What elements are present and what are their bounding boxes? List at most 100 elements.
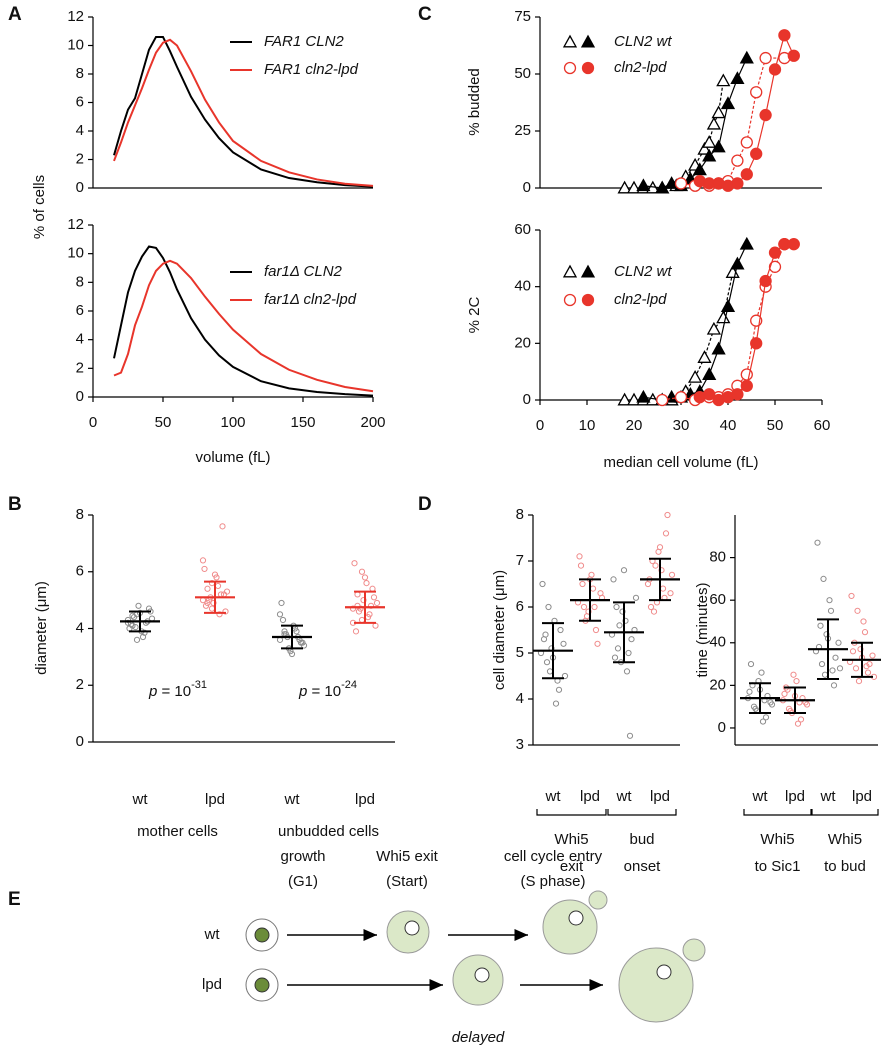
legend-swatch: [562, 34, 578, 48]
marker: [750, 86, 763, 99]
x-tick-label: 20: [626, 417, 643, 434]
y-tick-label: 0: [76, 733, 84, 750]
point: [130, 614, 138, 621]
point: [592, 626, 600, 634]
y-tick-label: 2: [76, 676, 84, 693]
point: [555, 686, 563, 693]
marker: [692, 162, 707, 176]
point: [354, 602, 361, 609]
marker: [740, 136, 753, 149]
nucleus: [568, 910, 584, 926]
category-label: lpd: [580, 788, 600, 805]
point: [199, 557, 207, 564]
p-text: = 10: [157, 683, 191, 700]
point: [204, 585, 211, 592]
category-label: wt: [616, 788, 633, 805]
point: [279, 616, 287, 624]
panel-label: E: [8, 889, 21, 910]
y-tick-label: 8: [76, 65, 84, 82]
y-tick-label: 8: [516, 506, 524, 523]
point: [543, 659, 551, 666]
x-axis-label: median cell volume (fL): [603, 454, 758, 471]
panel-label: A: [8, 4, 22, 25]
marker: [787, 49, 800, 62]
point: [658, 567, 665, 574]
point: [211, 571, 219, 578]
category-label: wt: [284, 791, 301, 808]
y-tick-label: 4: [516, 690, 524, 707]
legend-swatch: [563, 293, 577, 307]
point: [817, 622, 824, 629]
marker: [731, 177, 744, 190]
point: [278, 599, 285, 607]
marker: [674, 177, 688, 190]
point: [864, 669, 872, 676]
point: [560, 640, 567, 647]
legend-swatch: [563, 61, 577, 75]
y-tick-label: 0: [523, 179, 531, 196]
y-tick-label: 0: [76, 388, 84, 405]
point: [836, 665, 844, 672]
point: [366, 611, 373, 618]
bracket: [811, 809, 879, 816]
marker: [731, 154, 744, 167]
p-exponent: -24: [341, 679, 357, 691]
y-tick-label: 6: [76, 302, 84, 319]
point: [762, 714, 770, 721]
point: [124, 619, 132, 626]
category-label: lpd: [205, 791, 225, 808]
x-tick-label: 100: [220, 414, 245, 431]
x-tick-label: 60: [814, 417, 831, 434]
category-label: lpd: [650, 788, 670, 805]
cell: [542, 899, 598, 955]
marker: [759, 274, 772, 288]
marker: [617, 392, 632, 406]
point: [293, 628, 300, 635]
x-tick-label: 50: [155, 414, 172, 431]
nucleus: [254, 977, 270, 993]
marker: [716, 73, 731, 87]
p-exponent: -31: [191, 679, 207, 691]
point: [222, 608, 229, 615]
point: [647, 603, 655, 611]
point: [664, 511, 671, 519]
marker: [617, 180, 632, 194]
point: [288, 650, 296, 658]
legend-swatch: [581, 61, 595, 75]
point: [276, 611, 284, 618]
y-tick-label: 0: [718, 719, 726, 736]
legend-swatch: [580, 264, 596, 278]
point: [352, 628, 360, 635]
x-tick-label: 40: [720, 417, 737, 434]
y-tick-label: 2: [76, 359, 84, 376]
point: [869, 652, 876, 659]
nucleus: [254, 927, 270, 943]
marker: [716, 310, 731, 324]
point: [216, 611, 223, 618]
point: [829, 667, 836, 674]
x-tick-label: 0: [89, 414, 97, 431]
marker: [636, 389, 651, 403]
point: [369, 585, 376, 592]
marker: [787, 238, 800, 251]
nucleus: [656, 964, 672, 980]
point: [585, 608, 592, 615]
point: [827, 607, 835, 614]
marker: [706, 321, 722, 335]
x-tick-label: 150: [290, 414, 315, 431]
point: [358, 616, 366, 624]
category-label: wt: [132, 791, 149, 808]
point: [545, 603, 552, 611]
marker: [706, 116, 722, 130]
y-axis-label: time (minutes): [694, 582, 711, 677]
x-tick-label: 50: [767, 417, 784, 434]
y-tick-label: 4: [76, 331, 84, 348]
marker: [664, 176, 679, 189]
marker: [656, 393, 669, 407]
point: [793, 678, 800, 685]
category-label: wt: [545, 788, 562, 805]
marker: [697, 141, 712, 155]
point: [768, 701, 776, 708]
legend-swatch: [562, 264, 578, 278]
y-tick-label: 4: [76, 122, 84, 139]
